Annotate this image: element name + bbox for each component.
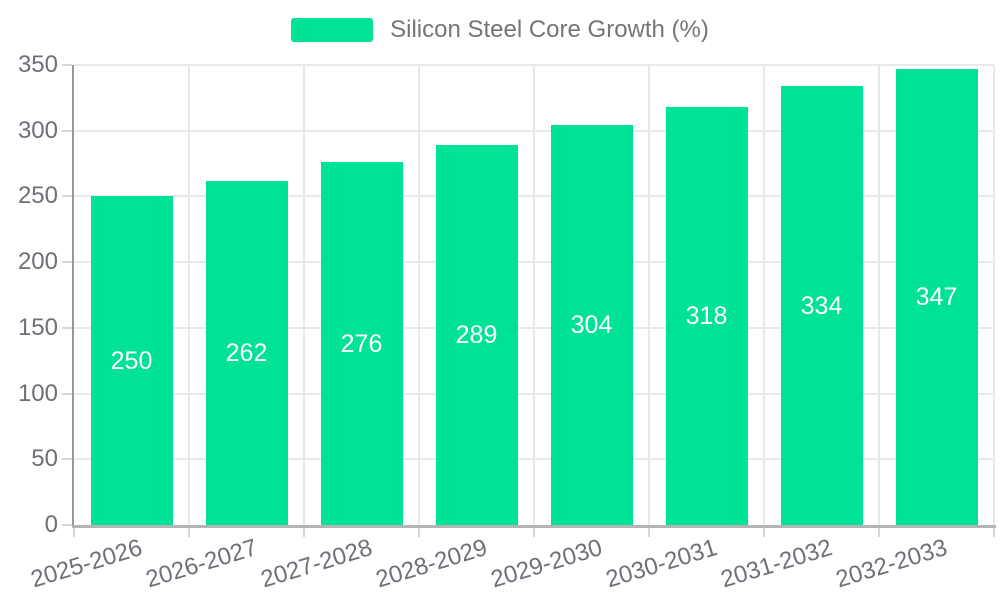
vertical-gridline: [303, 65, 305, 525]
bar-2028-2029[interactable]: [435, 145, 518, 525]
x-axis-line: [72, 525, 996, 528]
bar-value-label: 250: [110, 346, 153, 375]
y-tick-label: 300: [17, 116, 58, 144]
y-axis-tick: [62, 392, 72, 395]
bar-2026-2027[interactable]: [205, 180, 288, 525]
legend-item[interactable]: Silicon Steel Core Growth (%): [291, 16, 709, 44]
bar-2025-2026[interactable]: [90, 196, 173, 525]
y-tick-label: 0: [44, 511, 58, 538]
vertical-gridline: [418, 65, 420, 525]
vertical-gridline: [533, 65, 535, 525]
bar-2031-2032[interactable]: [780, 86, 863, 525]
x-tick-label: 2029-2030: [487, 534, 606, 594]
y-axis-tick: [62, 64, 72, 66]
vertical-gridline: [993, 65, 995, 525]
x-tick-label: 2025-2026: [27, 534, 146, 594]
bar-2032-2033[interactable]: [895, 68, 978, 525]
y-axis-tick: [62, 195, 72, 198]
x-tick-label: 2028-2029: [372, 534, 491, 594]
x-axis-tick: [303, 528, 305, 537]
plot-area: 250 262 276 289 304 318 334 347 2025-2026 2026-2…: [27, 64, 996, 593]
bar-value-label: 347: [915, 282, 958, 311]
x-tick-label: 2027-2028: [257, 534, 376, 594]
vertical-gridline: [188, 65, 190, 525]
legend-label: Silicon Steel Core Growth (%): [390, 16, 709, 43]
y-axis-tick: [62, 129, 72, 132]
x-axis-tick: [648, 528, 650, 537]
y-tick-label: 250: [17, 182, 58, 210]
bar-value-label: 318: [685, 302, 728, 331]
vertical-gridline: [763, 65, 765, 525]
x-axis-tick: [188, 528, 190, 537]
bar-2027-2028[interactable]: [320, 162, 403, 525]
bar-2030-2031[interactable]: [665, 107, 748, 525]
x-axis-tick: [533, 528, 535, 537]
vertical-gridline: [648, 65, 650, 525]
x-axis-tick: [73, 528, 75, 537]
y-axis-tick: [62, 261, 72, 264]
y-tick-label: 200: [17, 248, 58, 276]
y-axis-tick: [62, 524, 72, 526]
bar-value-label: 262: [225, 338, 268, 367]
x-axis-tick: [418, 528, 420, 537]
y-tick-label: 50: [31, 445, 58, 473]
vertical-gridline: [878, 65, 880, 525]
y-axis-tick: [62, 326, 72, 329]
y-axis-line: [72, 65, 74, 527]
x-tick-label: 2032-2033: [832, 534, 951, 594]
x-axis-tick: [763, 528, 765, 537]
y-tick-label: 100: [17, 379, 58, 407]
bar-value-label: 334: [800, 291, 843, 320]
x-tick-label: 2031-2032: [717, 534, 836, 594]
y-tick-label: 350: [17, 51, 58, 78]
y-tick-label: 150: [17, 313, 58, 341]
y-axis-tick: [62, 458, 72, 461]
x-axis-tick: [993, 528, 995, 537]
bar-value-label: 304: [570, 311, 613, 340]
x-tick-label: 2030-2031: [602, 534, 721, 594]
x-tick-label: 2026-2027: [142, 534, 261, 594]
legend-swatch-icon: [291, 18, 374, 42]
bar-2029-2030[interactable]: [550, 125, 633, 525]
bar-value-label: 276: [340, 329, 383, 358]
bar-value-label: 289: [455, 321, 498, 350]
x-axis-tick: [878, 528, 880, 537]
legend: Silicon Steel Core Growth (%): [0, 16, 1000, 44]
